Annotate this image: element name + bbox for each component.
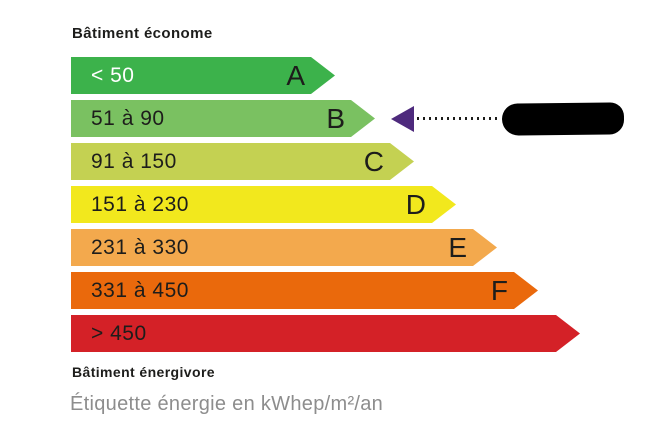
energy-range-label: 51 à 90 [91,106,165,130]
energy-class-bar: > 450 [71,315,580,352]
energy-class-letter: E [448,231,467,263]
chart-caption: Étiquette énergie en kWhep/m²/an [70,393,384,415]
economical-building-label: Bâtiment économe [72,25,213,42]
energy-range-label: 91 à 150 [91,149,177,173]
energy-class-bar: 331 à 450 F [71,272,538,309]
redacted-value-blob [501,101,625,136]
energy-intensive-building-label: Bâtiment énergivore [72,364,215,380]
energy-class-bar: 51 à 90 B [71,100,375,137]
energy-range-label: 231 à 330 [91,235,189,259]
energy-class-letter: F [490,274,508,306]
energy-range-label: < 50 [91,63,135,87]
energy-class-bar: 151 à 230 D [71,186,456,223]
energy-class-bar: < 50 A [71,57,335,94]
selected-class-indicator [391,101,625,136]
energy-class-letter: A [286,59,305,91]
energy-class-letter: D [405,188,426,220]
dotted-line [417,117,499,120]
energy-class-letter: C [363,145,384,177]
energy-range-label: 331 à 450 [91,278,189,302]
energy-class-bars: < 50 A 51 à 90 B 91 à 150 C 151 à 230 D … [71,57,580,358]
energy-class-letter: B [326,102,345,134]
energy-class-bar: 231 à 330 E [71,229,497,266]
arrow-left-icon [391,105,414,132]
energy-range-label: 151 à 230 [91,192,189,216]
energy-class-bar: 91 à 150 C [71,143,414,180]
energy-range-label: > 450 [91,321,147,345]
